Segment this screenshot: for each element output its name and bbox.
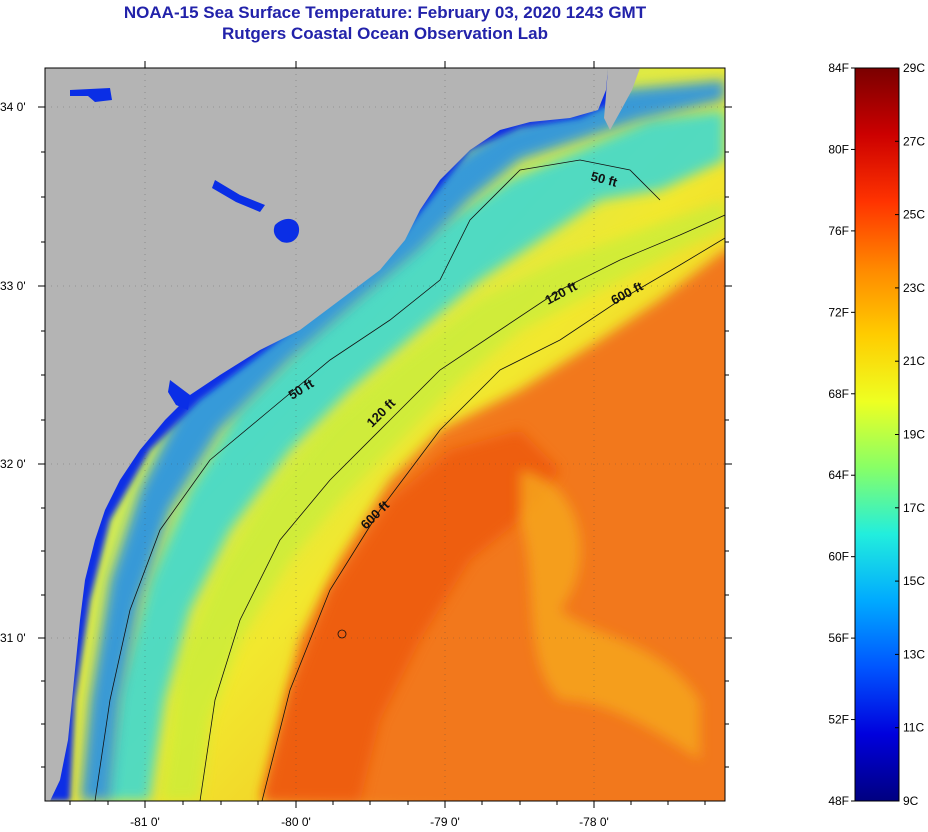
colorbar-f-label: 68F: [828, 387, 849, 401]
colorbar-f-label: 84F: [828, 61, 849, 75]
lat-label-33: 33 0': [0, 279, 26, 293]
map-title: NOAA-15 Sea Surface Temperature: Februar…: [123, 3, 647, 22]
colorbar-c-label: 17C: [903, 501, 925, 515]
lon-label-78: -78 0': [579, 815, 609, 829]
warm-filament: [520, 470, 700, 760]
shelf-band: [105, 110, 725, 801]
colorbar-ticks: [851, 67, 899, 802]
lat-label-31: 31 0': [0, 631, 26, 645]
colorbar-c-label: 27C: [903, 134, 925, 148]
colorbar-f-label: 72F: [828, 305, 849, 319]
colorbar-f-label: 52F: [828, 713, 849, 727]
cape-lookout-strip: [604, 68, 640, 130]
colorbar-f-label: 64F: [828, 468, 849, 482]
midshelf-band: [160, 200, 725, 801]
contour-label-50ft-north: 50 ft: [589, 168, 619, 190]
lon-label-80: -80 0': [281, 815, 311, 829]
lon-label-79: -79 0': [430, 815, 460, 829]
buoy-marker: [337, 629, 347, 639]
title-block: NOAA-15 Sea Surface Temperature: Februar…: [45, 2, 725, 44]
lake-marion: [273, 218, 300, 243]
colorbar-f-label: 60F: [828, 550, 849, 564]
colorbar-f-label: 48F: [828, 794, 849, 808]
colorbar-c-label: 29C: [903, 61, 925, 75]
lon-label-81: -81 0': [130, 815, 160, 829]
colorbar-f-label: 80F: [828, 142, 849, 156]
map-subtitle: Rutgers Coastal Ocean Observation Lab: [222, 24, 548, 43]
colorbar-c-label: 15C: [903, 574, 925, 588]
nearshore-band: [45, 70, 630, 801]
colorbar-c-label: 19C: [903, 428, 925, 442]
grid-lines: [45, 68, 725, 801]
lat-label-32: 32 0': [0, 457, 26, 471]
colorbar-c-label: 21C: [903, 354, 925, 368]
colorbar-f-label: 56F: [828, 631, 849, 645]
colorbar-celsius-labels: 29C 27C 25C 23C 21C 19C 17C 15C 13C 11C 9C: [903, 61, 925, 808]
winyah-bay: [212, 180, 265, 212]
charleston-harbor: [168, 380, 190, 410]
colorbar-f-label: 76F: [828, 224, 849, 238]
land-mass: [45, 68, 608, 801]
colorbar-c-label: 9C: [903, 794, 919, 808]
colorbar-c-label: 23C: [903, 281, 925, 295]
estuary: [70, 88, 112, 102]
colorbar-c-label: 11C: [903, 721, 924, 735]
contour-600ft: [261, 237, 725, 801]
colorbar: [854, 67, 900, 802]
contour-50ft: [94, 159, 661, 801]
map-frame: [44, 67, 726, 802]
gulf-stream-core: [262, 430, 560, 801]
contour-120ft: [199, 214, 725, 801]
colorbar-fahrenheit-labels: 84F 80F 76F 72F 68F 64F 60F 56F 52F 48F: [828, 61, 849, 808]
lat-label-34: 34 0': [0, 100, 26, 114]
tick-marks: [38, 61, 732, 808]
colorbar-c-label: 25C: [903, 208, 925, 222]
colorbar-c-label: 13C: [903, 647, 925, 661]
map-panel: 50 ft 50 ft 120 ft 120 ft 600 ft 600 ft: [45, 68, 725, 801]
